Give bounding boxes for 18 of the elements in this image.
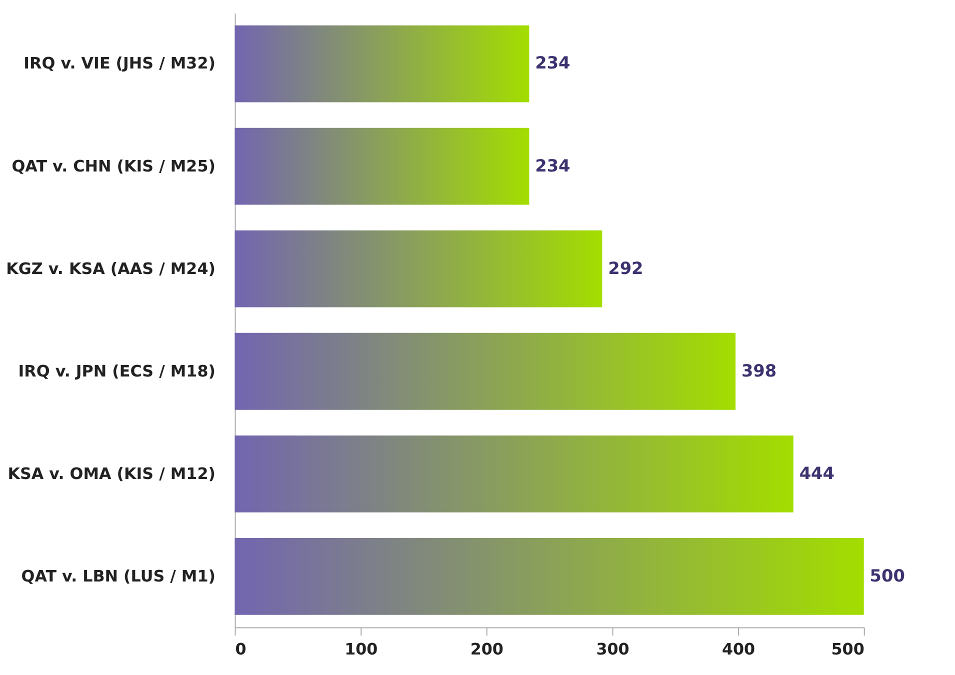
y-tick-label: KGZ v. KSA (AAS / M24) <box>6 258 216 278</box>
data-label: 292 <box>608 258 644 278</box>
data-label: 398 <box>741 360 777 380</box>
y-tick-label: KSA v. OMA (KIS / M12) <box>8 464 216 483</box>
data-label: 234 <box>535 52 570 73</box>
data-label: 500 <box>870 565 905 586</box>
y-tick-label: IRQ v. JPN (ECS / M18) <box>18 361 216 380</box>
x-tick-label: 300 <box>596 639 630 658</box>
x-tick-label: 400 <box>722 639 756 658</box>
y-tick-label: QAT v. LBN (LUS / M1) <box>21 566 216 586</box>
x-tick-label: 100 <box>344 639 378 658</box>
data-label: 234 <box>535 155 570 176</box>
data-label: 444 <box>799 462 834 483</box>
x-tick-label: 500 <box>831 639 864 658</box>
x-tick-label: 0 <box>235 639 246 658</box>
y-tick-label: QAT v. CHN (KIS / M25) <box>12 156 216 176</box>
x-tick-label: 200 <box>470 639 504 658</box>
y-tick-label: IRQ v. VIE (JHS / M32) <box>24 54 216 73</box>
